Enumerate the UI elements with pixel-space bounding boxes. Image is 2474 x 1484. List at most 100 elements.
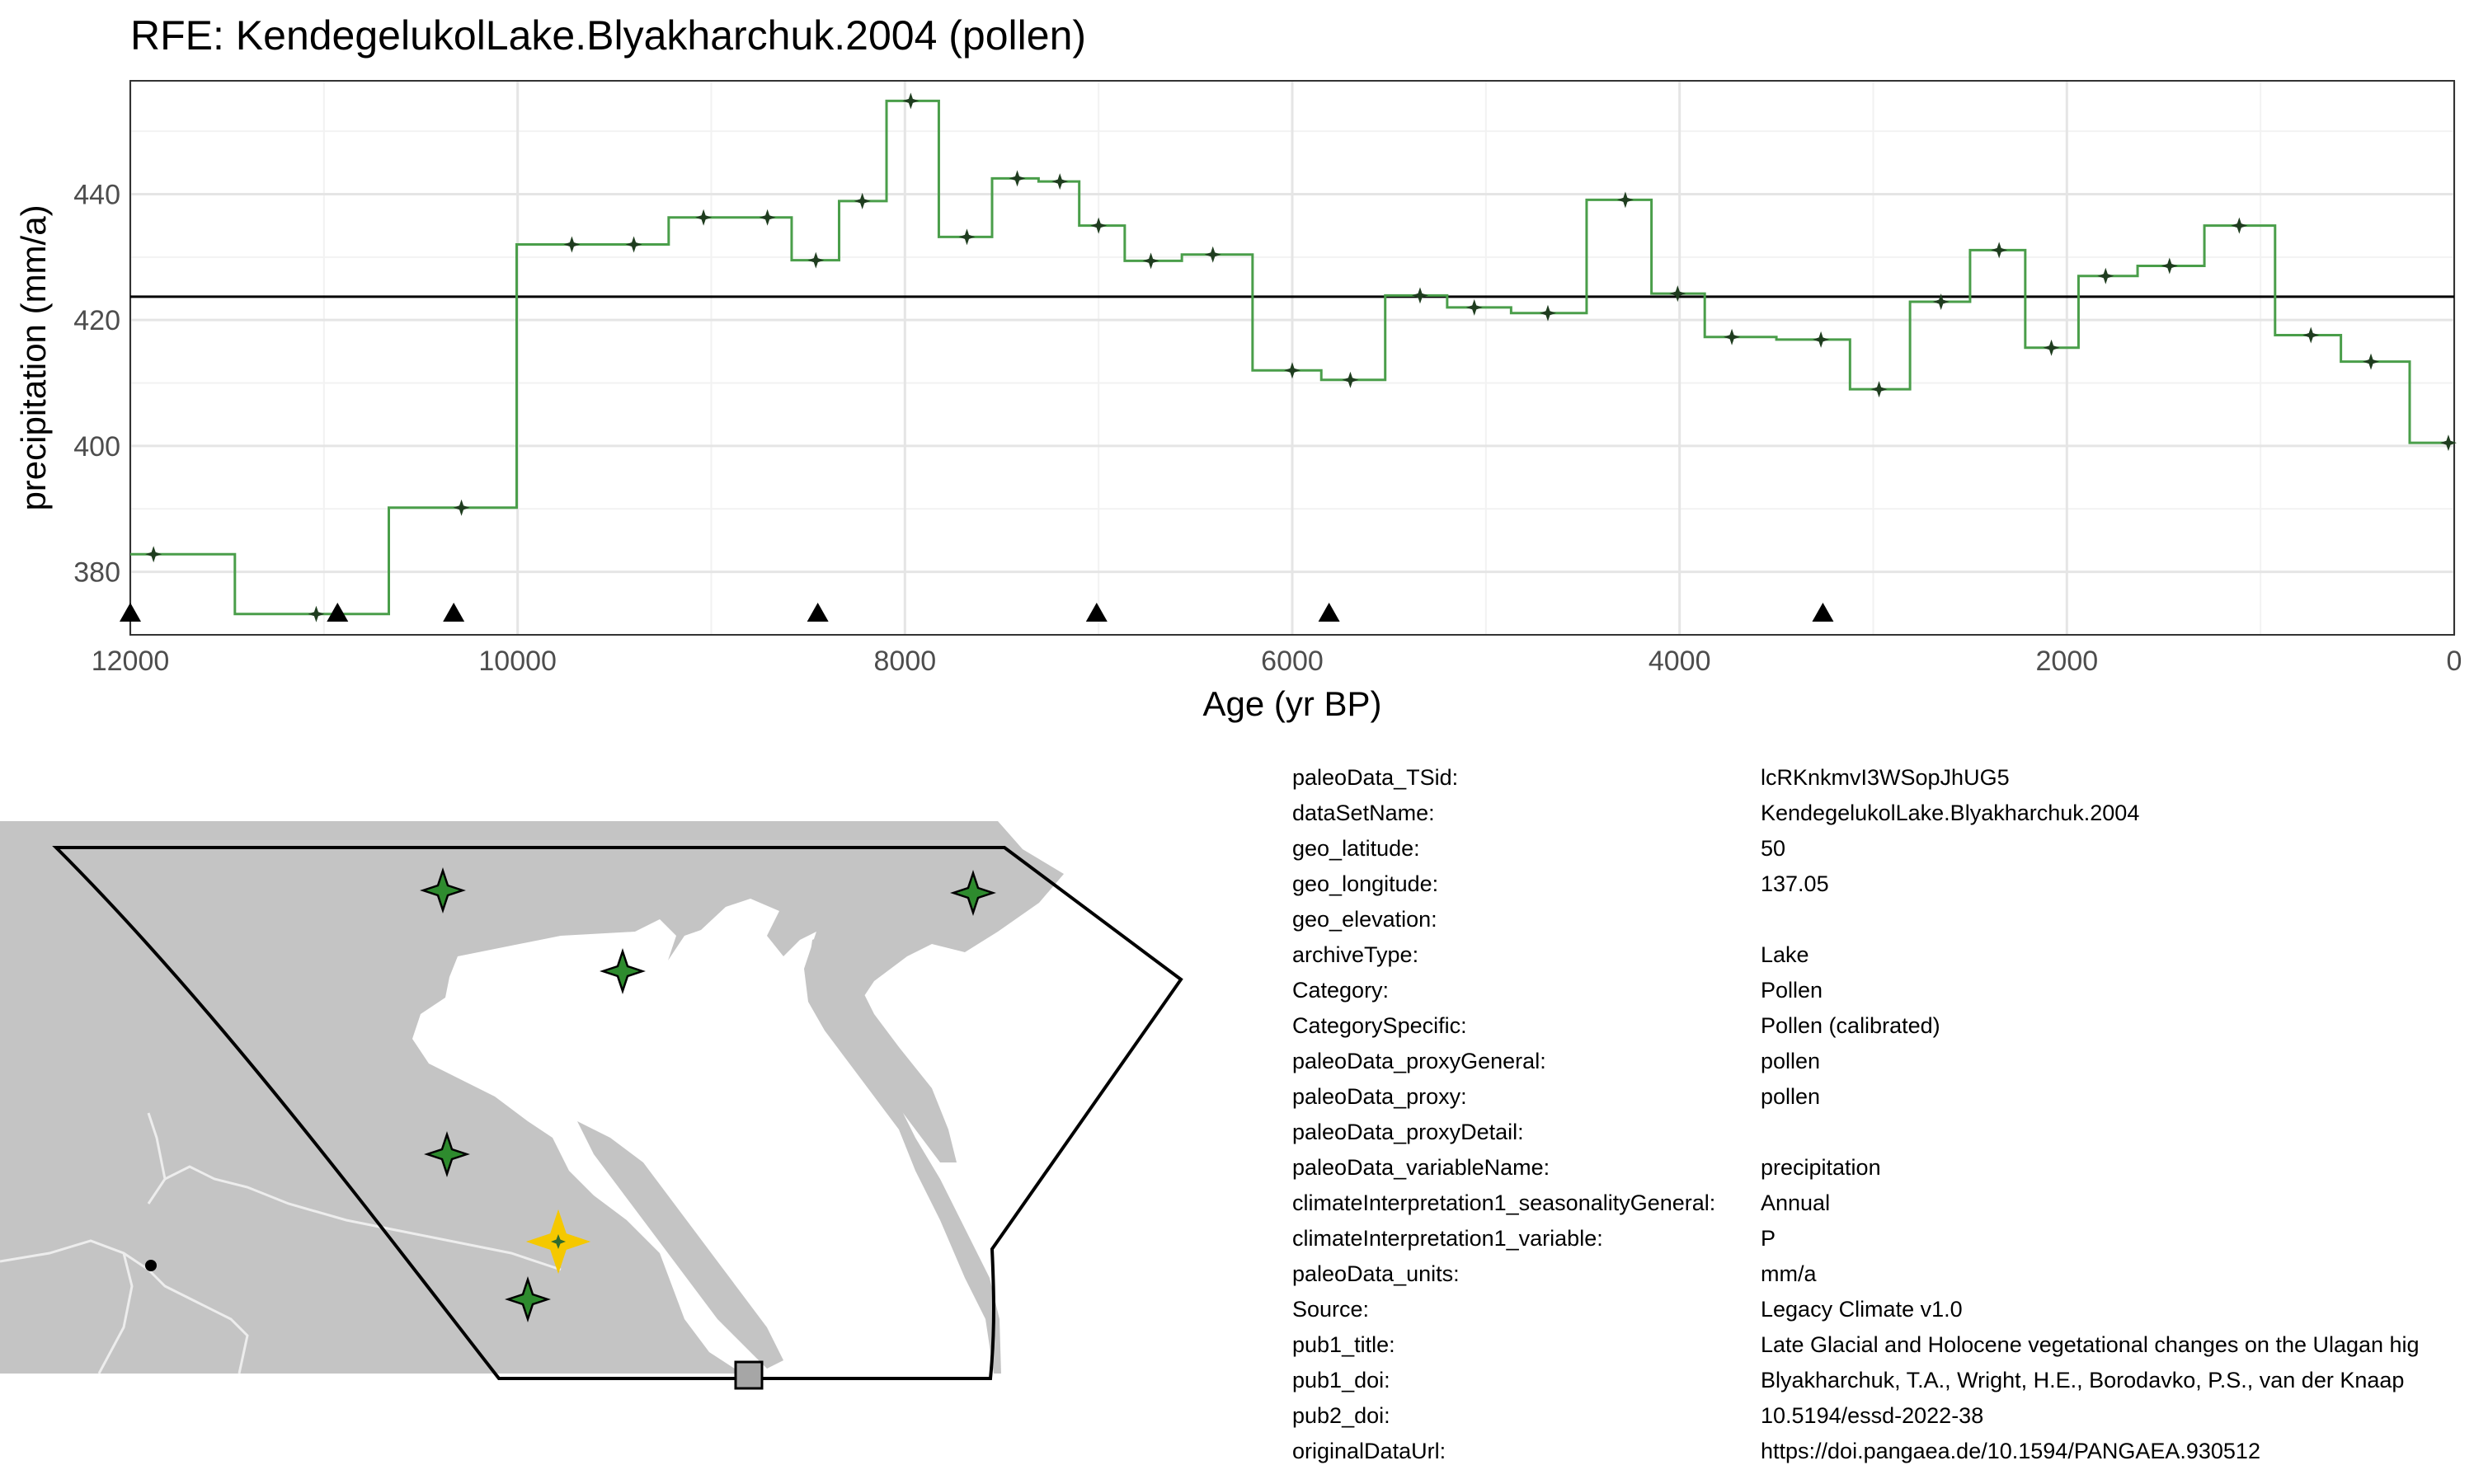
data-point [2097,267,2114,284]
metadata-row: paleoData_units: mm/a [1292,1256,2474,1292]
metadata-key: Category: [1292,978,1390,1003]
x-tick-label: 0 [2447,646,2462,677]
event-marker [1318,603,1340,622]
x-tick-label: 12000 [92,646,170,677]
event-marker [807,603,829,622]
data-point [1051,173,1069,190]
data-point [1669,285,1686,303]
x-tick-label: 4000 [1649,646,1711,677]
data-point [2161,257,2178,275]
metadata-value: 137.05 [1761,871,1829,896]
metadata-value: 50 [1761,836,1786,861]
data-point [1090,217,1108,234]
data-point [1009,170,1026,187]
metadata-key: pub1_title: [1292,1332,1395,1357]
x-tick-label: 8000 [874,646,937,677]
data-point [1724,328,1741,345]
metadata-value: Late Glacial and Holocene vegetational c… [1761,1332,2420,1357]
data-points [145,92,2457,622]
site-marker [420,867,466,913]
metadata-key: paleoData_proxyGeneral: [1292,1049,1546,1073]
metadata-value: 10.5194/essd-2022-38 [1761,1403,1984,1428]
metadata-row: climateInterpretation1_seasonalityGenera… [1292,1186,2474,1221]
data-point [1616,191,1634,209]
metadata-key: climateInterpretation1_seasonalityGenera… [1292,1190,1716,1215]
metadata-key: paleoData_variableName: [1292,1155,1550,1180]
metadata-value: Pollen (calibrated) [1761,1013,1940,1038]
metadata-key: geo_elevation: [1292,907,1437,932]
metadata-row: archiveType: Lake [1292,937,2474,973]
metadata-key: paleoData_proxyDetail: [1292,1120,1524,1144]
metadata-row: originalDataUrl: https://doi.pangaea.de/1… [1292,1434,2474,1469]
data-point [902,92,920,110]
metadata-key: dataSetName: [1292,801,1435,825]
metadata-row: paleoData_variableName: precipitation [1292,1150,2474,1186]
metadata-key: paleoData_units: [1292,1261,1460,1286]
metadata-value: pollen [1761,1084,1821,1109]
data-point [1991,242,2008,259]
country-border [0,1112,562,1374]
metadata-value: precipitation [1761,1155,1881,1180]
metadata-row: pub2_doi: 10.5194/essd-2022-38 [1292,1398,2474,1434]
x-tick-label: 2000 [2036,646,2099,677]
paleo-chart: RFE: KendegelukolLake.Blyakharchuk.2004 … [14,12,2462,723]
data-point [1465,298,1483,316]
metadata-value: Blyakharchuk, T.A., Wright, H.E., Boroda… [1761,1368,2405,1392]
metadata-value [1761,1115,2474,1150]
chart-title: RFE: KendegelukolLake.Blyakharchuk.2004 … [130,12,1086,59]
metadata-key: geo_longitude: [1292,871,1439,896]
metadata-value: Pollen [1761,978,1823,1003]
y-tick-label: 380 [73,557,120,589]
site-marker [600,948,646,994]
peninsula [577,1121,783,1369]
metadata-row: dataSetName: KendegelukolLake.Blyakharchu… [1292,796,2474,831]
metadata-key: archiveType: [1292,942,1419,967]
metadata-row: Category: Pollen [1292,973,2474,1008]
metadata-value: Legacy Climate v1.0 [1761,1297,1963,1322]
data-point [695,209,713,226]
metadata-value: P [1761,1226,1776,1251]
data-point [1411,287,1428,304]
data-point [2363,353,2380,370]
metadata-key: Source: [1292,1297,1370,1322]
data-point [759,209,776,226]
data-point [1870,381,1888,398]
metadata-value: mm/a [1761,1261,1817,1286]
map-sites [420,867,996,1322]
metadata-value [1761,902,2474,937]
data-point [563,236,581,253]
metadata-row: paleoData_proxyGeneral: pollen [1292,1044,2474,1079]
region-outline [52,846,1183,1380]
metadata-table: paleoData_TSid: lcRKnkmvI3WSopJhUG5 dataSe… [1292,760,2474,1469]
data-point [308,605,325,622]
site-marker [505,1276,551,1322]
y-tick-label: 420 [73,305,120,336]
y-axis-title: precipitation (mm/a) [14,204,53,510]
data-point [958,228,976,246]
data-point [1204,246,1221,263]
event-marks [120,603,1834,622]
data-point [2439,434,2457,452]
data-point [2302,326,2320,344]
metadata-row: CategorySpecific: Pollen (calibrated) [1292,1008,2474,1044]
metadata-row: paleoData_proxyDetail: [1292,1115,2474,1150]
event-marker [120,603,141,622]
reference-point [145,1260,157,1271]
y-tick-labels: 380 400 420 440 [73,179,120,588]
metadata-row: climateInterpretation1_variable: P [1292,1221,2474,1256]
site-marker [950,870,996,916]
site-map [0,821,1183,1390]
data-point [625,236,642,253]
metadata-value: KendegelukolLake.Blyakharchuk.2004 [1761,801,2140,825]
plot-panel-border [129,80,2455,636]
data-point [1932,294,1950,311]
x-axis-title: Age (yr BP) [1202,684,1381,723]
metadata-row: geo_elevation: [1292,902,2474,937]
data-point [2043,339,2060,356]
metadata-row: paleoData_TSid: lcRKnkmvI3WSopJhUG5 [1292,760,2474,796]
map-square-marker [734,1360,764,1390]
data-point [1813,331,1830,348]
x-tick-label: 6000 [1261,646,1324,677]
metadata-row: pub1_title: Late Glacial and Holocene veg… [1292,1327,2474,1363]
event-marker [1085,603,1108,622]
